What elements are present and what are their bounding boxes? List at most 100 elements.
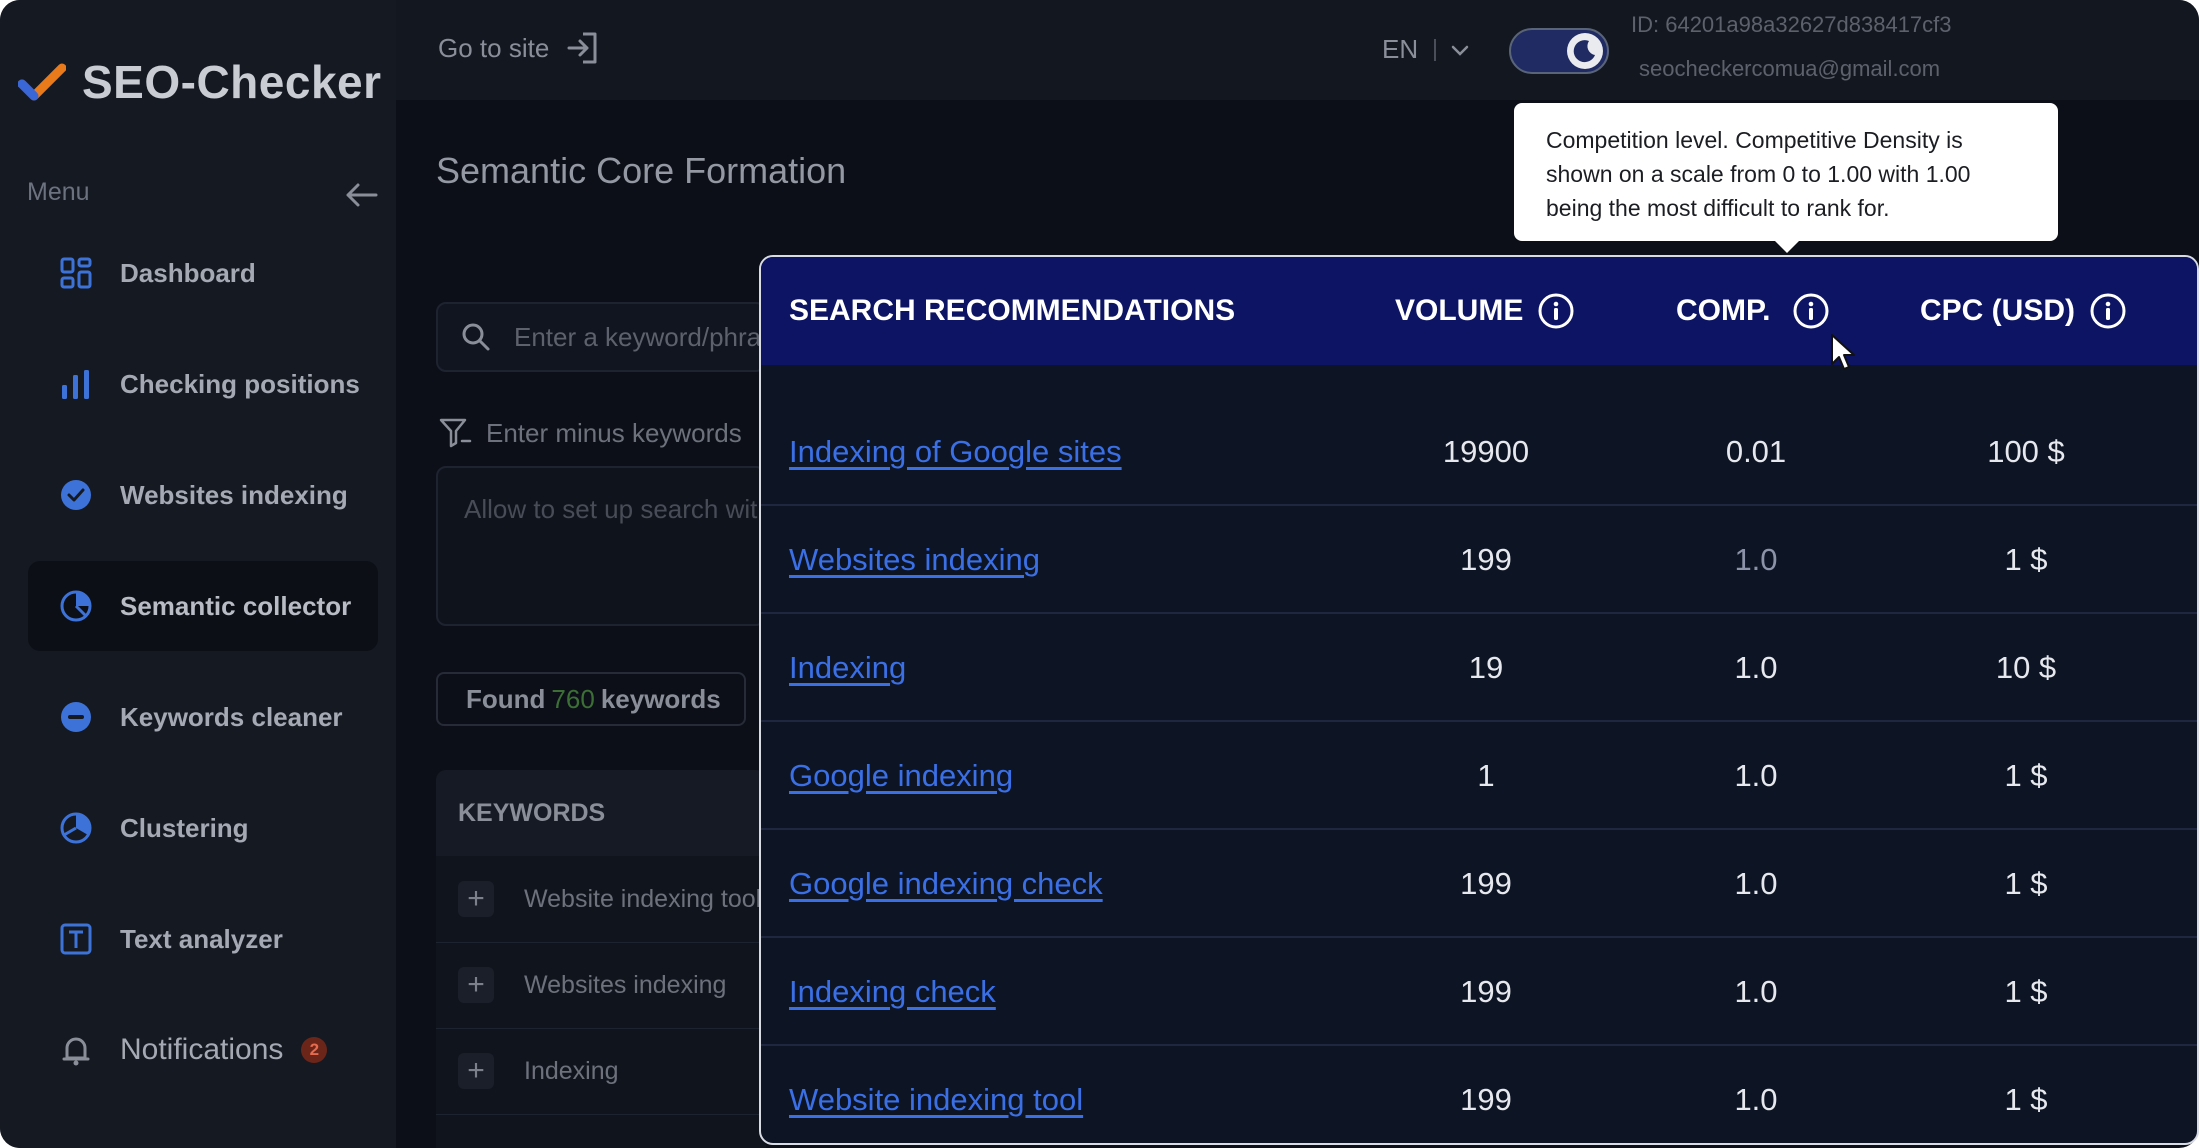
- sidebar-item-text-analyzer[interactable]: Text analyzer: [28, 894, 378, 984]
- minus-keywords-box[interactable]: [436, 466, 766, 626]
- keyword-text: Indexing: [524, 1056, 619, 1085]
- recommendation-link[interactable]: Google indexing check: [789, 866, 1103, 901]
- sidebar-item-checking-positions[interactable]: Checking positions: [28, 339, 378, 429]
- list-item: + Websites indexing: [436, 942, 766, 1029]
- language-label: EN: [1382, 34, 1419, 64]
- comp-value: 1.0: [1734, 1082, 1778, 1117]
- recommendation-link[interactable]: Website indexing tool: [789, 1082, 1084, 1117]
- sidebar: SEO-Checker Menu Dashboard Checking posi…: [0, 0, 396, 1148]
- comp-value: 0.01: [1725, 434, 1787, 469]
- language-divider: [1434, 38, 1437, 61]
- enter-icon: [567, 32, 597, 64]
- table-row: Indexing 19 1.0 10 $: [761, 614, 2197, 722]
- table-row: Website indexing tool 199 1.0 1 $: [761, 1046, 2197, 1143]
- keyword-search-box[interactable]: [436, 302, 766, 372]
- bell-icon: [56, 1030, 96, 1070]
- table-row: Websites indexing 199 1.0 1 $: [761, 506, 2197, 614]
- minus-keywords-label-row: Enter minus keywords: [438, 416, 742, 450]
- minus-keywords-input[interactable]: [438, 468, 764, 624]
- found-count: 760: [551, 683, 595, 714]
- go-to-site-label: Go to site: [438, 32, 550, 63]
- column-header-cpc: CPC (USD): [1920, 257, 2127, 365]
- cpc-value: 1 $: [2004, 542, 2048, 577]
- minus-circle-icon: [56, 697, 96, 737]
- column-header-volume: VOLUME: [1395, 257, 1575, 365]
- recommendation-link[interactable]: Indexing of Google sites: [789, 434, 1122, 469]
- plus-icon[interactable]: +: [458, 881, 494, 917]
- info-icon[interactable]: [1537, 292, 1575, 330]
- column-header-label: COMP.: [1676, 294, 1771, 327]
- sidebar-item-label: Keywords cleaner: [120, 701, 343, 732]
- page-title: Semantic Core Formation: [436, 150, 847, 191]
- search-recommendations-popup: SEARCH RECOMMENDATIONS VOLUME COMP. CPC …: [759, 255, 2199, 1145]
- text-icon: [56, 919, 96, 959]
- cpc-value: 1 $: [2004, 866, 2048, 901]
- comp-value: 1.0: [1734, 542, 1778, 577]
- logo[interactable]: SEO-Checker: [18, 52, 382, 112]
- language-selector[interactable]: EN: [1382, 34, 1470, 65]
- collapse-sidebar-button[interactable]: [342, 178, 380, 212]
- sidebar-item-label: Clustering: [120, 812, 249, 843]
- volume-value: 1: [1477, 758, 1495, 793]
- menu-label: Menu: [27, 178, 90, 206]
- sidebar-item-keywords-cleaner[interactable]: Keywords cleaner: [28, 672, 378, 762]
- chevron-down-icon: [1451, 45, 1469, 56]
- keyword-text: Websites indexing: [524, 970, 727, 999]
- volume-value: 199: [1460, 542, 1512, 577]
- list-item: + Website indexing tool: [436, 856, 766, 943]
- bar-chart-icon: [56, 364, 96, 404]
- mouse-cursor-icon: [1831, 334, 1855, 370]
- sidebar-item-label: Dashboard: [120, 257, 256, 288]
- recommendation-link[interactable]: Indexing check: [789, 974, 996, 1009]
- plus-icon[interactable]: +: [458, 967, 494, 1003]
- notification-badge: 2: [301, 1037, 328, 1063]
- found-suffix: keywords: [600, 683, 721, 714]
- cpc-value: 100 $: [1987, 434, 2065, 469]
- theme-toggle[interactable]: [1509, 28, 1609, 74]
- column-header-comp: COMP.: [1676, 257, 1830, 365]
- filter-minus-icon: [439, 418, 472, 448]
- moon-icon: [1567, 33, 1603, 69]
- go-to-site-link[interactable]: Go to site: [438, 30, 601, 66]
- check-logo-icon: [18, 63, 66, 101]
- volume-value: 199: [1460, 866, 1512, 901]
- list-item: + Indexing: [436, 1028, 766, 1115]
- table-row: Indexing check 199 1.0 1 $: [761, 938, 2197, 1046]
- keywords-panel: KEYWORDS + Website indexing tool + Websi…: [436, 770, 766, 1148]
- sidebar-item-websites-indexing[interactable]: Websites indexing: [28, 450, 378, 540]
- arrow-left-icon: [346, 183, 378, 207]
- volume-value: 199: [1460, 974, 1512, 1009]
- top-header: Go to site EN ID: 64201a98a32627d838417c…: [396, 0, 2199, 100]
- found-prefix: Found: [466, 683, 546, 714]
- comp-value: 1.0: [1734, 758, 1778, 793]
- user-email: seocheckercomua@gmail.com: [1639, 56, 1941, 81]
- keywords-header-label: KEYWORDS: [458, 798, 606, 827]
- sidebar-item-label: Notifications: [120, 1033, 284, 1066]
- user-id: ID: 64201a98a32627d838417cf3: [1631, 12, 1952, 37]
- info-icon[interactable]: [1792, 292, 1830, 330]
- sidebar-item-label: Checking positions: [120, 368, 360, 399]
- cpc-value: 10 $: [1995, 650, 2057, 685]
- plus-icon[interactable]: +: [458, 1053, 494, 1089]
- info-icon[interactable]: [2089, 292, 2127, 330]
- recommendation-link[interactable]: Google indexing: [789, 758, 1014, 793]
- column-header-label: SEARCH RECOMMENDATIONS: [789, 294, 1236, 327]
- search-icon: [462, 323, 490, 351]
- sidebar-item-clustering[interactable]: Clustering: [28, 783, 378, 873]
- sidebar-item-semantic-collector[interactable]: Semantic collector: [28, 561, 378, 651]
- sidebar-item-label: Websites indexing: [120, 479, 348, 510]
- column-header-label: CPC (USD): [1920, 294, 2075, 327]
- volume-value: 19: [1468, 650, 1504, 685]
- recommendation-link[interactable]: Websites indexing: [789, 542, 1041, 577]
- sidebar-item-notifications[interactable]: Notifications 2: [28, 1005, 378, 1095]
- sidebar-item-dashboard[interactable]: Dashboard: [28, 228, 378, 318]
- minus-keywords-label: Enter minus keywords: [486, 417, 742, 448]
- keywords-header: KEYWORDS: [436, 770, 766, 856]
- check-circle-icon: [56, 475, 96, 515]
- table-row: Google indexing 1 1.0 1 $: [761, 722, 2197, 830]
- keyword-search-input[interactable]: [512, 320, 764, 354]
- comp-value: 1.0: [1734, 866, 1778, 901]
- volume-value: 19900: [1442, 434, 1530, 469]
- cpc-value: 1 $: [2004, 974, 2048, 1009]
- recommendation-link[interactable]: Indexing: [789, 650, 907, 685]
